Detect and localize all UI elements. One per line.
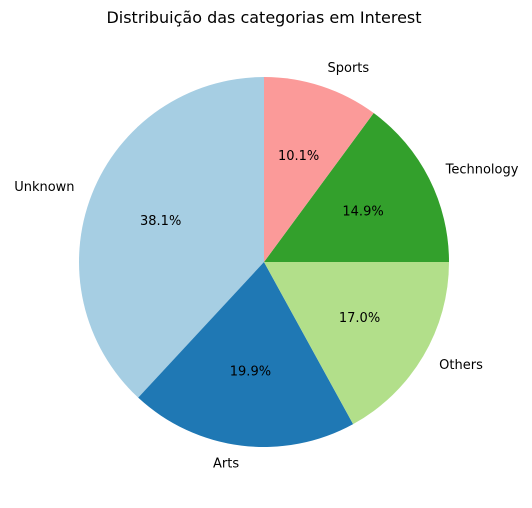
pie-slices [79, 77, 449, 447]
slice-percent-sports: 10.1% [278, 149, 319, 164]
slice-label-sports: Sports [327, 61, 369, 76]
slice-label-arts: Arts [213, 456, 239, 471]
chart-title: Distribuição das categorias em Interest [106, 8, 421, 27]
slice-labels: Unknown Arts Others Technology Sports [14, 61, 519, 471]
slice-label-others: Others [439, 358, 483, 373]
pie-slice-arts [138, 262, 354, 447]
pie-slice-unknown [79, 77, 265, 398]
slice-label-unknown: Unknown [14, 180, 74, 195]
slice-percent-labels: 38.1% 19.9% 17.0% 14.9% 10.1% [140, 149, 384, 380]
pie-slice-sports [264, 77, 374, 262]
slice-percent-others: 17.0% [339, 311, 380, 326]
slice-percent-arts: 19.9% [230, 365, 271, 380]
slice-percent-technology: 14.9% [342, 204, 383, 219]
pie-slice-technology [264, 113, 449, 263]
slice-label-technology: Technology [445, 163, 519, 178]
slice-percent-unknown: 38.1% [140, 214, 181, 229]
pie-slice-others [264, 262, 449, 425]
